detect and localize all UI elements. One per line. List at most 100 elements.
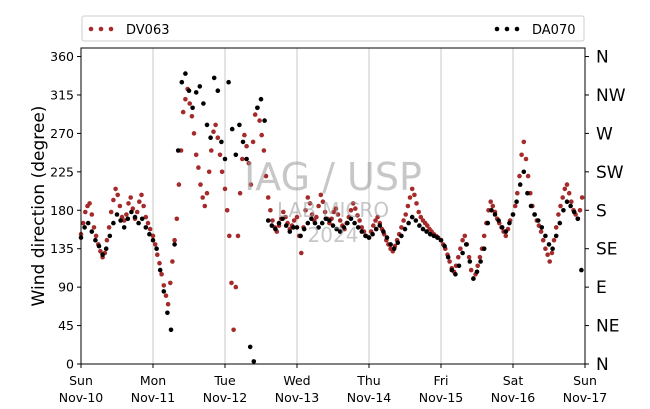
point-dv063-38: [161, 283, 167, 288]
point-dv063-152: [409, 186, 415, 192]
point-da070-22: [157, 267, 163, 273]
point-da070-95: [420, 226, 426, 232]
compass-label-5: SW: [596, 163, 624, 183]
point-dv063-53: [193, 152, 199, 158]
y-tick-label-6: 270: [50, 126, 74, 141]
point-da070-82: [373, 226, 379, 232]
x-tick-label-day-4: Thu: [356, 373, 380, 388]
point-dv063-15: [111, 197, 116, 203]
point-da070-37: [211, 75, 217, 81]
point-dv063-66: [222, 186, 228, 192]
point-dv063-2: [83, 209, 88, 215]
point-dv063-34: [152, 242, 158, 247]
point-dv063-156: [418, 214, 424, 220]
point-dv063-173: [456, 254, 461, 260]
point-da070-66: [316, 225, 321, 230]
point-da070-90: [402, 226, 408, 232]
point-dv063-110: [318, 192, 324, 198]
point-dv063-112: [322, 209, 328, 215]
point-dv063-159: [425, 223, 430, 228]
point-dv063-37: [159, 272, 164, 277]
point-da070-19: [147, 231, 152, 237]
point-dv063-223: [564, 182, 570, 187]
compass-label-2: E: [596, 278, 607, 298]
point-da070-32: [193, 90, 199, 95]
point-da070-138: [575, 216, 581, 222]
point-da070-123: [521, 169, 527, 175]
point-da070-44: [237, 122, 242, 128]
point-dv063-189: [490, 203, 496, 209]
point-da070-63: [305, 220, 311, 226]
point-dv063-105: [307, 201, 313, 206]
point-dv063-44: [174, 216, 180, 222]
point-da070-103: [449, 267, 455, 273]
point-da070-111: [478, 259, 483, 264]
point-dv063-175: [460, 237, 465, 243]
point-da070-53: [269, 223, 275, 228]
point-da070-52: [265, 218, 271, 223]
point-da070-96: [424, 229, 429, 234]
point-dv063-85: [263, 173, 269, 179]
point-da070-101: [442, 243, 447, 249]
point-dv063-30: [143, 214, 149, 220]
point-dv063-48: [183, 96, 188, 102]
compass-label-1: NE: [596, 317, 619, 337]
point-da070-77: [355, 225, 361, 230]
point-da070-59: [291, 225, 296, 230]
point-dv063-201: [517, 173, 522, 179]
point-dv063-109: [316, 203, 321, 209]
point-da070-1: [82, 225, 87, 230]
point-dv063-128: [357, 218, 362, 223]
point-da070-139: [579, 267, 584, 273]
point-dv063-82: [257, 118, 262, 123]
point-dv063-65: [219, 169, 225, 175]
point-da070-8: [107, 233, 113, 239]
point-dv063-59: [206, 169, 212, 175]
point-dv063-93: [281, 209, 286, 215]
point-dv063-1: [80, 220, 86, 226]
point-da070-72: [337, 229, 343, 234]
point-dv063-43: [172, 237, 177, 243]
point-dv063-64: [217, 152, 223, 158]
x-tick-label-date-6: Nov-16: [491, 390, 536, 405]
point-dv063-84: [261, 148, 267, 153]
watermark-line2: LAB MICRO: [277, 198, 389, 222]
point-da070-27: [175, 148, 181, 153]
point-da070-130: [546, 242, 552, 247]
point-dv063-55: [198, 182, 203, 187]
point-da070-2: [85, 220, 91, 226]
point-da070-54: [273, 226, 278, 232]
point-da070-120: [510, 212, 516, 217]
point-dv063-31: [145, 220, 151, 226]
point-da070-73: [341, 225, 347, 230]
point-da070-99: [435, 235, 440, 240]
watermark-line3: 2024: [308, 223, 359, 247]
point-dv063-50: [187, 101, 192, 106]
x-tick-label-date-4: Nov-14: [347, 390, 392, 405]
point-dv063-148: [401, 218, 406, 223]
point-dv063-67: [224, 208, 230, 213]
plot-frame: [80, 47, 586, 365]
point-da070-4: [93, 237, 98, 243]
point-da070-68: [323, 216, 329, 222]
point-dv063-88: [270, 218, 275, 223]
x-tick-label-day-2: Tue: [213, 373, 236, 388]
point-dv063-215: [547, 259, 552, 264]
point-da070-88: [395, 240, 401, 245]
point-da070-91: [406, 220, 411, 226]
x-tick-label-day-6: Sat: [503, 373, 524, 388]
point-da070-14: [129, 209, 134, 215]
point-da070-46: [244, 156, 249, 162]
point-da070-39: [219, 139, 224, 145]
point-da070-79: [363, 233, 368, 239]
point-dv063-149: [403, 212, 409, 217]
y-axis-right-compass: N NE E SE S SW W NW N: [585, 48, 626, 375]
point-da070-81: [370, 231, 375, 237]
point-da070-105: [456, 263, 462, 269]
point-da070-31: [190, 105, 195, 111]
legend-label-da070: DA070: [532, 23, 576, 38]
point-da070-56: [280, 216, 285, 222]
point-dv063-125: [350, 201, 356, 206]
point-da070-80: [366, 235, 372, 240]
point-da070-43: [233, 152, 239, 158]
